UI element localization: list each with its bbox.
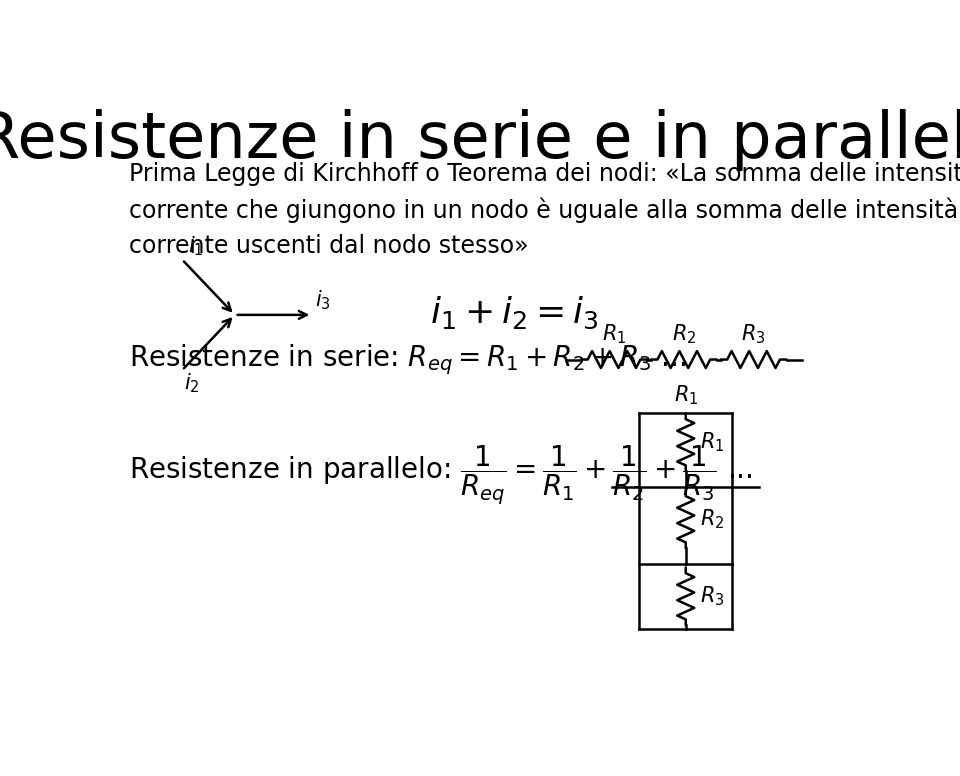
Text: $R_3$: $R_3$: [741, 322, 766, 345]
Text: $R_1$: $R_1$: [674, 383, 698, 407]
Text: $i_1 + i_2 = i_3$: $i_1 + i_2 = i_3$: [430, 295, 599, 331]
Text: $i_1$: $i_1$: [188, 234, 204, 258]
Text: $R_1$: $R_1$: [700, 431, 724, 454]
Text: $R_1$: $R_1$: [602, 322, 626, 345]
Text: $i_2$: $i_2$: [183, 372, 200, 396]
Text: $i_3$: $i_3$: [315, 288, 331, 312]
Text: Resistenze in serie: $R_{eq} = R_1 + R_2 + R_3$ ...: Resistenze in serie: $R_{eq} = R_1 + R_2…: [130, 342, 686, 377]
Text: $R_2$: $R_2$: [672, 322, 696, 345]
Text: Prima Legge di Kirchhoff o Teorema dei nodi: «La somma delle intensità di
corren: Prima Legge di Kirchhoff o Teorema dei n…: [130, 161, 960, 258]
Text: Resistenze in parallelo: $\dfrac{1}{R_{eq}} = \dfrac{1}{R_1} + \dfrac{1}{R_2} + : Resistenze in parallelo: $\dfrac{1}{R_{e…: [130, 443, 753, 507]
Text: $R_2$: $R_2$: [700, 508, 724, 531]
Text: Resistenze in serie e in parallelo: Resistenze in serie e in parallelo: [0, 109, 960, 171]
Text: $R_3$: $R_3$: [700, 584, 724, 608]
